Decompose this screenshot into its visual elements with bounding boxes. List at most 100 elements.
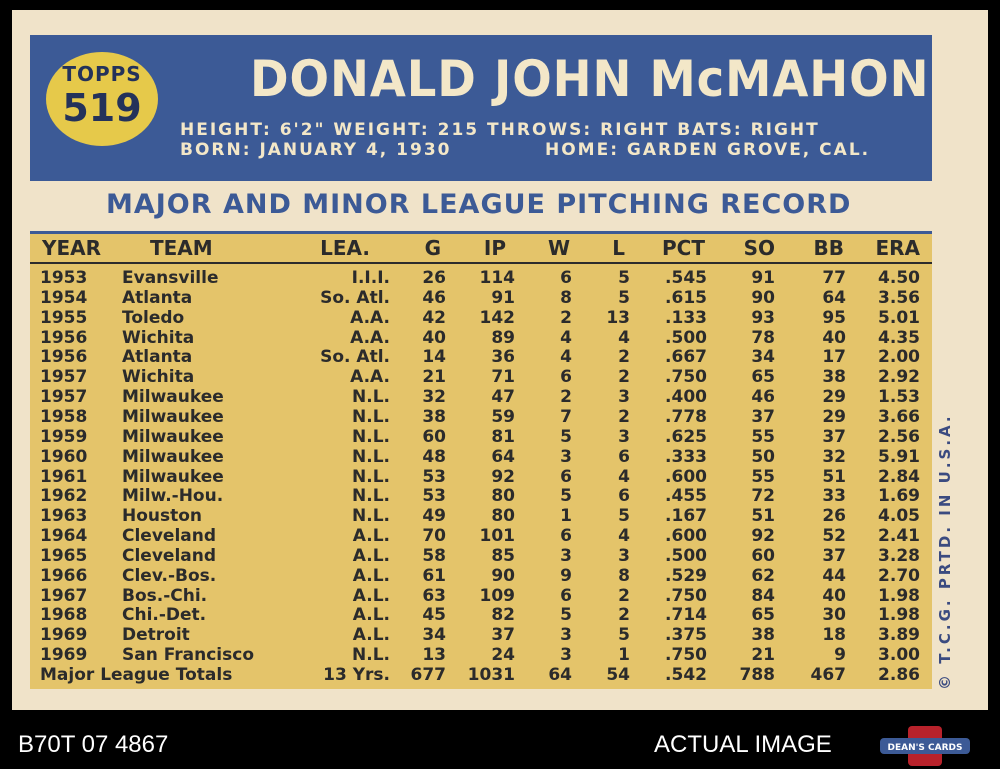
row-league: N.L. [352,486,390,507]
row-era: 4.35 [878,327,920,348]
row-league: N.L. [352,426,390,447]
row-league: A.L. [352,585,390,606]
row-strikeouts: 62 [751,565,775,586]
row-games: 13 [422,645,446,666]
row-league: A.L. [352,565,390,586]
row-walks: 44 [822,565,846,586]
row-era: 4.05 [878,506,920,527]
row-strikeouts: 55 [751,426,775,447]
row-strikeouts: 72 [751,486,775,507]
row-innings: 37 [491,625,515,646]
row-innings: 47 [491,387,515,408]
row-league: A.A. [350,367,390,388]
row-strikeouts: 46 [751,387,775,408]
header-strikeouts: SO [743,236,775,260]
row-strikeouts: 51 [751,506,775,527]
row-walks: 52 [822,526,846,547]
row-year: 1969 [40,625,88,646]
row-year: 1968 [40,605,88,626]
row-losses: 2 [618,367,630,388]
row-pct: .615 [665,287,707,308]
row-league: N.L. [352,387,390,408]
row-league: A.L. [352,605,390,626]
row-pct: .455 [665,486,707,507]
header-year: YEAR [42,236,102,260]
row-wins: 8 [560,287,572,308]
row-team: Toledo [122,307,185,328]
header-games: G [424,236,441,260]
row-innings: 80 [491,486,515,507]
row-games: 49 [422,506,446,527]
header-losses: L [612,236,625,260]
row-walks: 29 [822,387,846,408]
row-team: Evansville [122,268,219,288]
player-name: DONALD JOHN McMAHON [250,50,930,108]
row-wins: 3 [560,545,572,566]
row-walks: 95 [822,307,846,328]
row-league: A.A. [350,307,390,328]
row-pct: .778 [665,406,707,427]
row-team: Cleveland [122,545,217,566]
row-losses: 6 [618,446,630,467]
row-pct: .750 [665,645,707,666]
row-games: 60 [422,426,446,447]
row-team: Milwaukee [122,446,224,467]
row-wins: 6 [560,268,572,288]
row-era: 4.50 [878,268,920,288]
title-bar [30,181,932,234]
row-innings: 142 [479,307,516,328]
row-era: 3.56 [878,287,920,308]
row-league: I.I.I. [351,268,390,288]
row-team: Milwaukee [122,426,224,447]
row-wins: 3 [560,645,572,666]
record-title: MAJOR AND MINOR LEAGUE PITCHING RECORD [106,189,852,220]
copyright-text: © T.C.G. PRTD. IN U.S.A. [936,413,954,690]
row-wins: 2 [560,387,572,408]
row-walks: 38 [822,367,846,388]
row-wins: 1 [560,506,572,527]
row-walks: 64 [822,287,846,308]
row-innings: 92 [491,466,515,487]
row-team: Milw.-Hou. [122,486,224,507]
row-year: 1960 [40,446,88,467]
row-league: So. Atl. [320,287,390,308]
actual-image-label: ACTUAL IMAGE [654,731,832,758]
row-era: 2.41 [878,526,920,547]
header-innings: IP [483,236,506,260]
row-walks: 33 [822,486,846,507]
row-era: 1.69 [878,486,920,507]
row-losses: 2 [618,347,630,368]
row-strikeouts: 50 [751,446,775,467]
row-team: Wichita [122,327,195,348]
row-innings: 109 [479,585,516,606]
row-losses: 8 [618,565,630,586]
born-text: BORN: JANUARY 4, 1930 [180,140,452,160]
row-strikeouts: 38 [751,625,775,646]
row-league: So. Atl. [320,347,390,368]
row-losses: 2 [618,406,630,427]
row-strikeouts: 34 [751,347,775,368]
row-walks: 18 [822,625,846,646]
row-losses: 6 [618,486,630,507]
row-innings: 82 [491,605,515,626]
totals-walks: 467 [810,665,847,685]
row-year: 1957 [40,387,88,408]
row-innings: 36 [491,347,515,368]
row-pct: .375 [665,625,707,646]
totals-era: 2.86 [878,665,920,685]
deans-cards-logo: DEAN'S CARDS [880,726,970,766]
bio-line-1: HEIGHT: 6'2" WEIGHT: 215 THROWS: RIGHT B… [180,120,820,140]
row-era: 3.89 [878,625,920,646]
totals-label: Major League Totals [40,665,233,685]
header-panel [30,35,932,181]
row-strikeouts: 84 [751,585,775,606]
row-year: 1956 [40,347,88,368]
row-losses: 3 [618,426,630,447]
totals-wins: 64 [548,665,572,685]
row-losses: 5 [618,506,630,527]
row-pct: .600 [665,466,707,487]
row-year: 1956 [40,327,88,348]
row-era: 2.56 [878,426,920,447]
row-innings: 90 [491,565,515,586]
sku-label: B70T 07 4867 [18,731,169,758]
